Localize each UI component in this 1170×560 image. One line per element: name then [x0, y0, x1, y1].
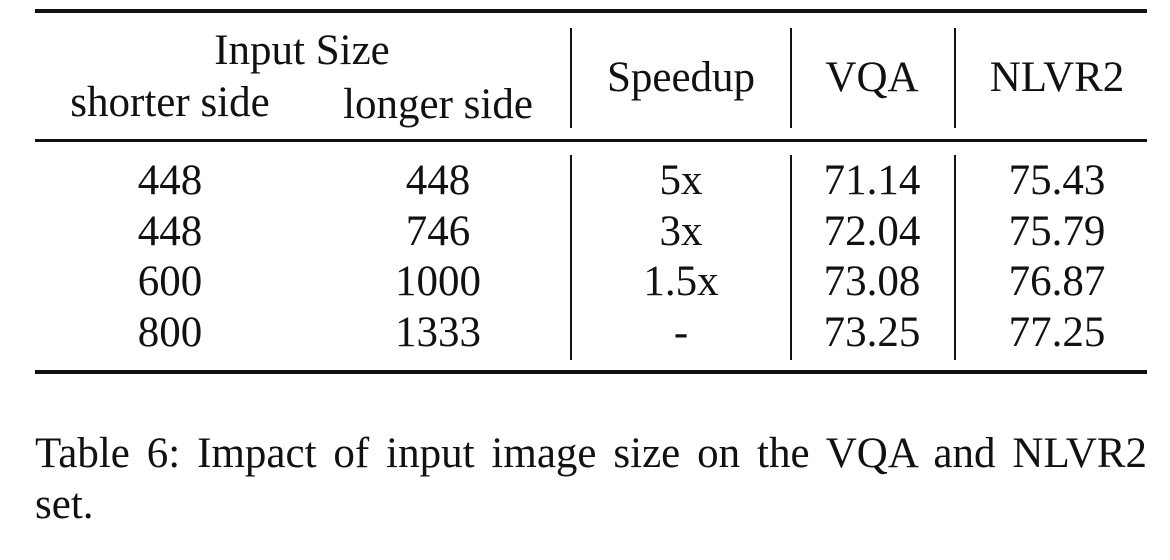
table-cell-nlvr2: 75.43	[1008, 157, 1106, 204]
table-cell-shorter: 448	[137, 157, 203, 204]
table-cell-vqa: 72.04	[823, 208, 921, 255]
header-speedup: Speedup	[606, 54, 756, 101]
header-divider-nlvr2	[954, 28, 956, 128]
table-cell-vqa: 73.08	[823, 258, 921, 305]
table-header-rule	[35, 139, 1147, 142]
table-cell-shorter: 448	[137, 208, 203, 255]
table-cell-speedup: 5x	[659, 157, 703, 204]
table-caption: Table 6: Impact of input image size on t…	[35, 430, 1147, 528]
header-input-size: Input Size	[214, 27, 390, 74]
table-cell-longer: 746	[405, 208, 471, 255]
table-bottom-rule	[35, 370, 1147, 374]
header-divider-vqa	[790, 28, 792, 128]
table-cell-speedup: 3x	[659, 208, 703, 255]
table-cell-longer: 448	[405, 157, 471, 204]
table-cell-speedup: -	[673, 309, 689, 356]
table-cell-nlvr2: 77.25	[1008, 309, 1106, 356]
table-cell-shorter: 600	[137, 258, 203, 305]
header-shorter-side: shorter side	[70, 79, 270, 126]
table-cell-vqa: 71.14	[823, 157, 921, 204]
table-cell-vqa: 73.25	[823, 309, 921, 356]
table-cell-longer: 1333	[395, 309, 481, 356]
table-cell-nlvr2: 76.87	[1008, 258, 1106, 305]
header-nlvr2: NLVR2	[989, 54, 1125, 101]
body-divider-vqa	[790, 155, 792, 360]
table-cell-longer: 1000	[395, 258, 481, 305]
table-cell-shorter: 800	[137, 309, 203, 356]
header-vqa: VQA	[825, 54, 919, 101]
header-longer-side: longer side	[343, 81, 533, 128]
table-cell-speedup: 1.5x	[643, 258, 719, 305]
table-top-rule	[35, 9, 1147, 13]
body-divider-nlvr2	[954, 155, 956, 360]
header-divider-speedup	[570, 28, 572, 128]
body-divider-speedup	[570, 155, 572, 360]
table-cell-nlvr2: 75.79	[1008, 208, 1106, 255]
